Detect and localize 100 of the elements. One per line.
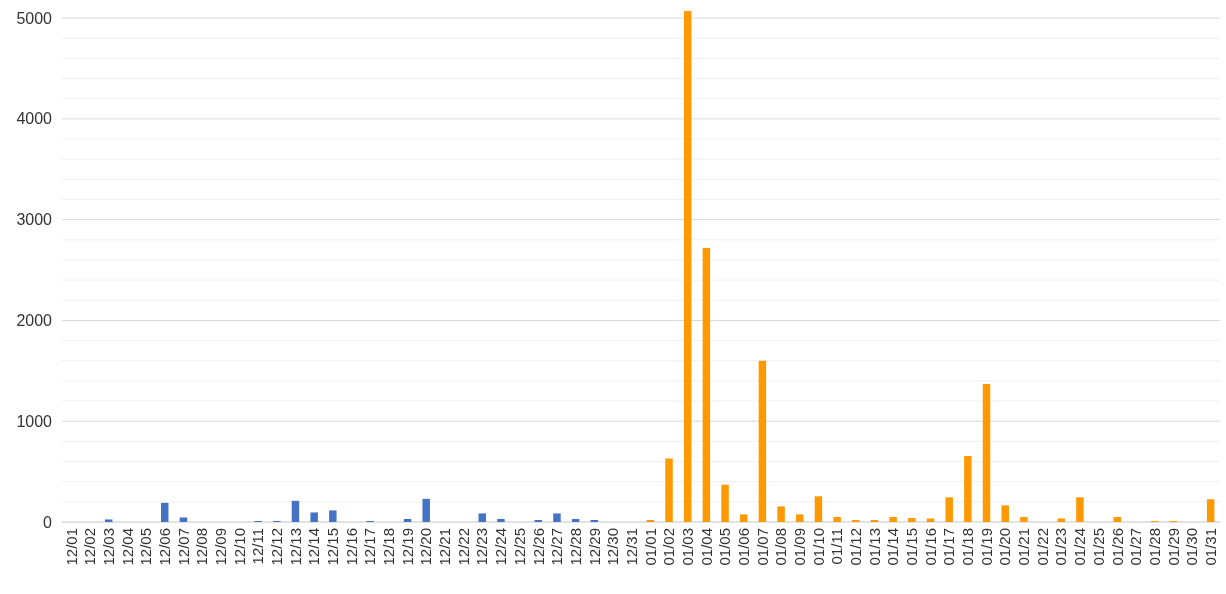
y-tick-label: 1000 <box>16 412 53 430</box>
y-tick-label: 3000 <box>16 211 53 229</box>
bar <box>1113 516 1122 522</box>
bar <box>553 513 561 522</box>
bar <box>814 496 823 522</box>
x-tick-label: 12/14 <box>305 528 323 566</box>
bar <box>926 518 935 522</box>
bar <box>1206 499 1215 522</box>
bar <box>534 519 543 522</box>
bar <box>852 519 860 522</box>
x-tick-label: 12/05 <box>137 528 155 566</box>
x-tick-label: 01/23 <box>1052 528 1070 566</box>
bar <box>758 360 767 522</box>
x-tick-label: 12/16 <box>342 528 360 566</box>
x-tick-label: 12/27 <box>548 528 566 566</box>
x-tick-label: 01/25 <box>1089 528 1107 566</box>
x-tick-label: 01/27 <box>1127 528 1145 566</box>
x-tick-label: 12/28 <box>566 528 584 566</box>
bar <box>590 519 599 522</box>
x-tick-label: 12/15 <box>324 528 342 566</box>
x-tick-label: 01/06 <box>734 528 752 566</box>
x-tick-label: 01/14 <box>884 528 902 566</box>
bar <box>403 518 412 522</box>
x-tick-label: 01/03 <box>678 528 696 566</box>
y-tick-label: 4000 <box>16 110 53 128</box>
x-tick-label: 01/15 <box>903 528 921 566</box>
x-tick-label: 12/03 <box>99 528 117 566</box>
x-tick-label: 01/31 <box>1201 528 1219 566</box>
bar <box>908 517 916 522</box>
bar <box>179 517 188 522</box>
x-tick-label: 12/10 <box>230 528 248 566</box>
y-tick-label: 5000 <box>16 9 53 27</box>
x-tick-label: 01/21 <box>1015 528 1033 566</box>
y-tick-label: 0 <box>43 513 53 531</box>
x-tick-label: 12/11 <box>249 528 267 565</box>
x-tick-label: 01/08 <box>772 528 790 566</box>
bar <box>104 519 113 522</box>
x-tick-label: 12/18 <box>380 528 398 566</box>
bar <box>889 516 897 522</box>
x-tick-label: 01/30 <box>1183 528 1201 566</box>
bar <box>982 383 991 522</box>
x-tick-label: 01/07 <box>753 528 771 566</box>
x-tick-label: 01/29 <box>1164 528 1182 566</box>
x-tick-label: 01/11 <box>828 528 846 565</box>
bar <box>291 500 300 522</box>
x-tick-label: 12/19 <box>398 528 416 566</box>
x-tick-label: 12/06 <box>155 528 173 566</box>
bar <box>702 247 711 522</box>
bar <box>1057 518 1065 522</box>
x-tick-label: 01/22 <box>1033 528 1051 566</box>
x-tick-label: 01/05 <box>716 528 734 566</box>
x-tick-label: 01/26 <box>1108 528 1126 566</box>
bar <box>422 498 430 522</box>
x-tick-label: 12/01 <box>62 528 80 566</box>
bar <box>833 516 841 522</box>
bar <box>665 458 673 522</box>
x-tick-label: 01/09 <box>791 528 809 566</box>
bar <box>721 484 729 522</box>
bar <box>478 513 486 522</box>
x-tick-label: 12/08 <box>193 528 211 566</box>
x-tick-label: 12/17 <box>361 528 379 566</box>
x-tick-label: 01/24 <box>1071 528 1089 566</box>
x-tick-label: 12/12 <box>268 528 286 566</box>
x-tick-label: 12/24 <box>492 528 510 566</box>
x-tick-label: 12/31 <box>622 528 640 566</box>
x-tick-label: 12/21 <box>436 528 454 566</box>
bar <box>646 519 655 522</box>
x-tick-label: 01/13 <box>865 528 883 566</box>
bar <box>870 519 879 522</box>
bar <box>497 518 505 522</box>
x-tick-label: 01/28 <box>1145 528 1163 566</box>
bar <box>1001 505 1009 522</box>
x-tick-label: 12/22 <box>454 528 472 566</box>
x-tick-label: 01/04 <box>697 528 715 566</box>
x-tick-label: 12/30 <box>604 528 622 566</box>
x-tick-label: 01/10 <box>809 528 827 566</box>
bar <box>329 510 337 522</box>
x-tick-label: 01/01 <box>641 528 659 566</box>
x-tick-label: 12/04 <box>118 528 136 566</box>
x-tick-label: 12/02 <box>81 528 99 566</box>
x-tick-label: 01/16 <box>921 528 939 566</box>
bar <box>1076 497 1084 522</box>
bar <box>945 497 953 522</box>
x-tick-label: 01/20 <box>996 528 1014 566</box>
bar <box>796 514 804 522</box>
x-tick-label: 12/09 <box>212 528 230 566</box>
x-tick-label: 12/26 <box>529 528 547 566</box>
bar <box>1020 516 1028 522</box>
bar <box>310 512 318 522</box>
x-tick-label: 12/29 <box>585 528 603 566</box>
bar <box>739 514 748 522</box>
bar <box>683 11 692 522</box>
bar <box>571 518 580 522</box>
x-tick-label: 12/13 <box>286 528 304 566</box>
x-tick-label: 12/23 <box>473 528 491 566</box>
y-tick-label: 2000 <box>16 312 53 330</box>
x-tick-label: 12/20 <box>417 528 435 566</box>
bar <box>777 506 785 522</box>
bar <box>964 455 972 522</box>
x-tick-label: 01/02 <box>660 528 678 566</box>
